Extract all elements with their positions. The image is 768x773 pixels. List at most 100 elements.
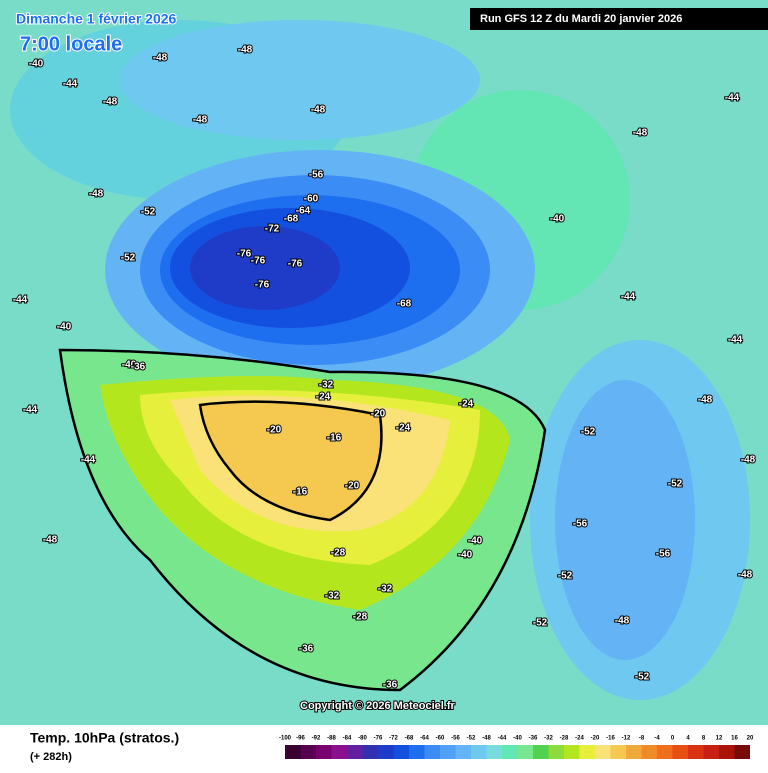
contour-label: -24 xyxy=(396,423,411,434)
legend-tick-label: -56 xyxy=(451,736,460,742)
contour-label: -28 xyxy=(331,548,346,559)
contour-label: -76 xyxy=(255,280,270,291)
contour-label: -52 xyxy=(668,479,683,490)
contour-label: -48 xyxy=(698,395,713,406)
contour-label: -40 xyxy=(57,322,72,333)
legend-tick-label: -48 xyxy=(482,736,491,742)
contour-label: -52 xyxy=(558,571,573,582)
contour-label: -60 xyxy=(304,194,319,205)
contour-label: -44 xyxy=(13,295,28,306)
copyright: Copyright © 2026 Meteociel.fr xyxy=(300,700,456,712)
forecast-time: 7:00 locale xyxy=(20,33,122,55)
contour-label: -40 xyxy=(29,59,44,70)
legend-swatch xyxy=(471,745,487,759)
contour-label: -48 xyxy=(238,45,253,56)
contour-label: -44 xyxy=(81,455,96,466)
legend-tick-label: -16 xyxy=(606,736,615,742)
contour-label: -48 xyxy=(89,189,104,200)
legend-swatch xyxy=(378,745,394,759)
contour-label: -28 xyxy=(353,612,368,623)
legend-swatch xyxy=(285,745,301,759)
legend-tick-label: -96 xyxy=(296,736,305,742)
run-info: Run GFS 12 Z du Mardi 20 janvier 2026 xyxy=(480,13,682,25)
legend-swatch xyxy=(610,745,626,759)
contour-label: -44 xyxy=(725,93,740,104)
contour-label: -16 xyxy=(293,487,308,498)
contour-label: -24 xyxy=(459,399,474,410)
contour-label: -52 xyxy=(121,253,136,264)
legend-tick-label: -100 xyxy=(279,736,292,742)
legend-tick-label: -32 xyxy=(544,736,553,742)
contour-label: -48 xyxy=(738,570,753,581)
color-legend: -100 -96 -92 -88 -84 -80 -76 -72 -68 -64 -60 -56 -52… xyxy=(279,736,754,759)
contour-label: -68 xyxy=(284,214,299,225)
contour-label: -24 xyxy=(316,392,331,403)
contour-label: -32 xyxy=(378,584,393,595)
legend-tick-label: -80 xyxy=(358,736,367,742)
contour-label: -72 xyxy=(265,224,280,235)
legend-tick-label: 0 xyxy=(671,736,675,742)
legend-swatch xyxy=(362,745,378,759)
legend-swatch xyxy=(533,745,549,759)
contour-label: -40 xyxy=(122,360,137,371)
legend-swatch xyxy=(688,745,704,759)
legend-swatch xyxy=(703,745,719,759)
contour-label: -48 xyxy=(741,455,756,466)
contour-label: -48 xyxy=(615,616,630,627)
contour-label: -52 xyxy=(141,207,156,218)
contour-label: -56 xyxy=(309,170,324,181)
legend-tick-label: -68 xyxy=(405,736,414,742)
legend-tick-label: 16 xyxy=(731,736,738,742)
lead-time: (+ 282h) xyxy=(30,751,72,763)
variable-name: Temp. 10hPa (stratos.) xyxy=(30,730,179,746)
legend-swatch xyxy=(734,745,750,759)
temperature-field xyxy=(10,20,750,700)
contour-label: -48 xyxy=(193,115,208,126)
contour-label: -40 xyxy=(458,550,473,561)
legend-swatch xyxy=(502,745,518,759)
contour-label: -20 xyxy=(345,481,360,492)
legend-tick-label: -64 xyxy=(420,736,429,742)
legend-swatch xyxy=(393,745,409,759)
contour-label: -44 xyxy=(23,405,38,416)
contour-labels: -40-44-48-48-48-48-48-44-52-56-60-64-68-… xyxy=(12,44,757,692)
contour-label: -48 xyxy=(103,97,118,108)
legend-swatch xyxy=(455,745,471,759)
legend-swatch xyxy=(719,745,735,759)
contour-label: -48 xyxy=(153,53,168,64)
contour-label: -32 xyxy=(319,380,334,391)
legend-tick-label: -88 xyxy=(327,736,336,742)
legend-swatch xyxy=(657,745,673,759)
legend-swatch xyxy=(564,745,580,759)
legend-swatch xyxy=(579,745,595,759)
legend-tick-label: 8 xyxy=(702,736,706,742)
legend-tick-label: -72 xyxy=(389,736,398,742)
contour-label: -44 xyxy=(63,79,78,90)
contour-label: -40 xyxy=(550,214,565,225)
legend-tick-label: -44 xyxy=(498,736,507,742)
contour-label: -40 xyxy=(468,536,483,547)
contour-label: -36 xyxy=(131,362,146,373)
contour-label: -36 xyxy=(383,680,398,691)
contour-label: -16 xyxy=(327,433,342,444)
contour-label: -48 xyxy=(311,105,326,116)
contour-label: -56 xyxy=(656,549,671,560)
legend-swatch xyxy=(595,745,611,759)
legend-tick-label: -52 xyxy=(467,736,476,742)
legend-tick-label: 20 xyxy=(747,736,754,742)
legend-tick-label: -60 xyxy=(436,736,445,742)
legend-tick-label: 4 xyxy=(686,736,690,742)
legend-swatch xyxy=(424,745,440,759)
legend-tick-label: -84 xyxy=(343,736,352,742)
legend-tick-label: -36 xyxy=(529,736,538,742)
legend-swatch xyxy=(548,745,564,759)
legend-tick-label: -76 xyxy=(374,736,383,742)
contour-label: -48 xyxy=(43,535,58,546)
legend-swatch xyxy=(409,745,425,759)
contour-label: -32 xyxy=(325,591,340,602)
legend-tick-label: 12 xyxy=(716,736,723,742)
contour-label: -76 xyxy=(288,259,303,270)
legend-tick-label: -12 xyxy=(622,736,631,742)
legend-swatch xyxy=(517,745,533,759)
